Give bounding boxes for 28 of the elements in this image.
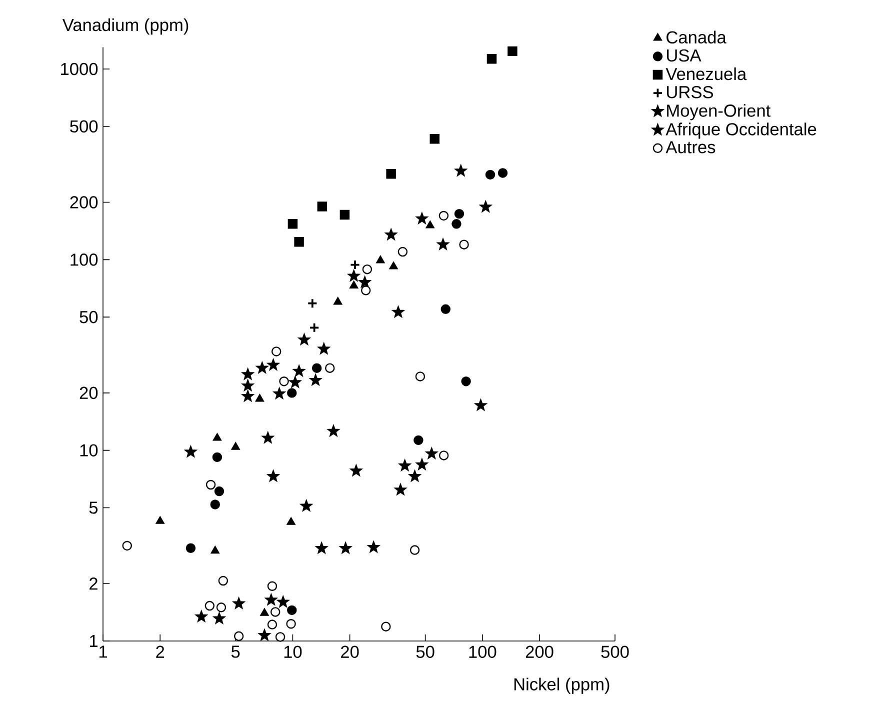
x-tick-label: 100 <box>469 646 496 658</box>
y-tick-label: 50 <box>80 310 98 324</box>
x-tick-label: 10 <box>284 646 302 658</box>
legend-label: USA <box>667 49 702 62</box>
y-tick-label: 200 <box>70 196 98 208</box>
x-tick-label: 1 <box>100 646 107 658</box>
legend-label: Afrique Occidentale <box>666 122 816 139</box>
x-tick-label: 5 <box>231 646 240 658</box>
y-tick-label: 100 <box>70 254 98 266</box>
x-tick-label: 500 <box>601 646 629 658</box>
legend-label: Venezuela <box>666 67 747 80</box>
y-tick-label: 20 <box>80 386 98 400</box>
x-tick-label: 200 <box>526 646 554 658</box>
legend-label: URSS <box>667 86 714 98</box>
legend-label: Canada <box>666 30 726 44</box>
y-tick-label: 500 <box>70 120 98 133</box>
x-tick-label: 2 <box>156 646 164 658</box>
x-tick-label: 20 <box>341 646 359 658</box>
x-tick-label: 50 <box>416 646 434 658</box>
y-tick-label: 2 <box>90 578 98 590</box>
y-axis-title: Vanadium (ppm) <box>62 18 188 35</box>
legend-label: Moyen-Orient <box>667 104 771 120</box>
legend-label: Autres <box>666 141 716 154</box>
y-tick-label: 10 <box>80 444 98 456</box>
y-tick-label: 1 <box>90 635 98 647</box>
y-tick-label: 1000 <box>61 62 98 76</box>
y-tick-label: 5 <box>89 502 98 514</box>
x-axis-title: Nickel (ppm) <box>514 678 610 694</box>
